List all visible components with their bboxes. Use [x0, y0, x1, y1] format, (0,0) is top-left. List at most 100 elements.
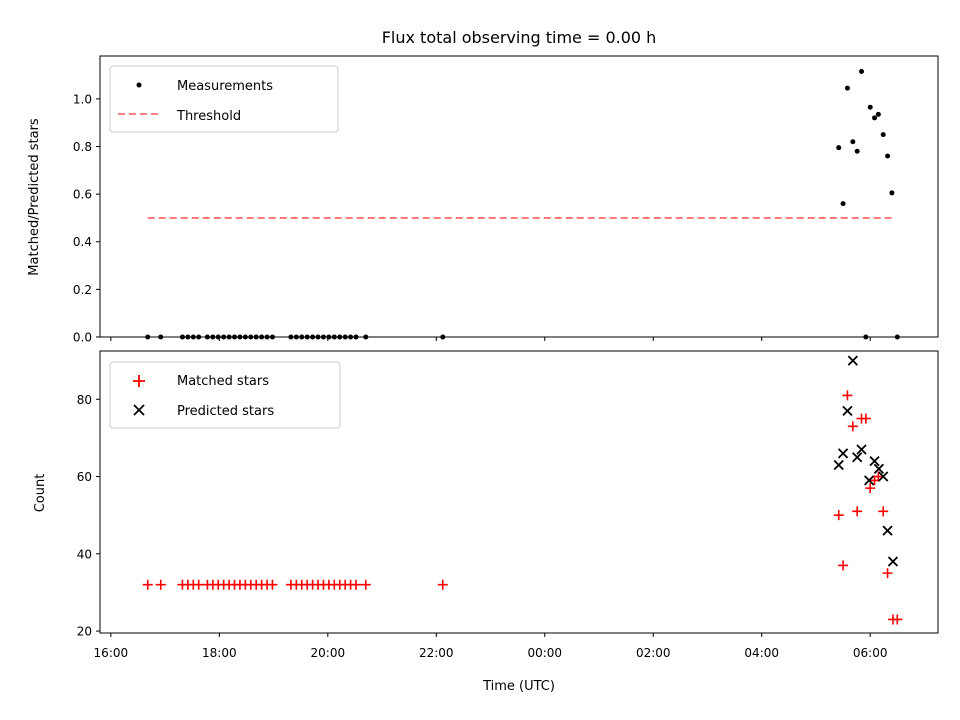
- measurement-point: [844, 85, 850, 91]
- measurement-point: [859, 68, 865, 74]
- matched-star-point: [838, 560, 849, 571]
- predicted-star-point: [856, 444, 867, 455]
- measurement-point: [326, 334, 332, 340]
- bottom-y-ticks: 20 40 60 80: [77, 393, 100, 639]
- legend-predicted-label: Predicted stars: [177, 404, 274, 419]
- chart-title: Flux total observing time = 0.00 h: [382, 28, 657, 47]
- predicted-star-point: [887, 556, 899, 567]
- top-axes-frame: [99, 55, 939, 338]
- matched-star-point: [351, 579, 362, 590]
- measurement-point: [320, 334, 326, 340]
- legend-measurements-label: Measurements: [177, 79, 273, 94]
- matched-star-point: [193, 579, 204, 590]
- measurement-point: [293, 334, 299, 340]
- measurement-point: [894, 334, 900, 340]
- matched-star-point: [155, 579, 166, 590]
- predicted-star-point: [882, 525, 893, 536]
- measurement-point: [299, 334, 305, 340]
- top-y-axis-label: Matched/Predicted stars: [27, 118, 42, 276]
- predicted-star-point: [852, 452, 863, 463]
- top-legend: Measurements Threshold: [109, 65, 339, 133]
- matched-star-point: [852, 506, 863, 517]
- predicted-star-point: [873, 463, 885, 474]
- measurement-point: [185, 334, 191, 340]
- measurement-point: [210, 334, 216, 340]
- matched-star-point: [267, 579, 278, 590]
- bottom-y-tick-label: 60: [77, 470, 92, 484]
- measurement-point: [310, 334, 316, 340]
- legend-matched-label: Matched stars: [177, 374, 269, 389]
- bottom-axes-frame: [99, 350, 939, 634]
- measurement-point: [204, 334, 210, 340]
- predicted-star-point: [869, 455, 880, 467]
- legend-measurements-marker: [136, 82, 142, 88]
- x-tick-label: 16:00: [94, 646, 129, 660]
- matched-star-point: [847, 421, 858, 432]
- matched-star-point: [878, 506, 889, 517]
- measurement-point: [237, 334, 243, 340]
- measurement-point: [863, 334, 869, 340]
- bottom-y-tick-label: 40: [77, 547, 92, 561]
- measurement-point: [259, 334, 265, 340]
- predicted-star-point: [863, 475, 875, 486]
- bottom-legend: Matched stars Predicted stars: [109, 361, 341, 429]
- matched-star-point: [142, 579, 153, 590]
- measurement-points: [145, 68, 900, 340]
- measurement-point: [880, 132, 886, 138]
- legend-predicted-marker: [133, 404, 145, 416]
- measurement-point: [242, 334, 248, 340]
- legend-matched-marker: [133, 375, 145, 387]
- predicted-star-point: [842, 405, 853, 417]
- predicted-star-points: [833, 355, 899, 567]
- measurement-point: [840, 201, 846, 207]
- measurement-point: [342, 334, 348, 340]
- top-y-tick-label: 0.8: [73, 140, 92, 154]
- top-axes: Matched/Predicted stars 0.0 0.2 0.4 0.6 0.8 1…: [27, 55, 939, 345]
- x-tick-label: 04:00: [744, 646, 779, 660]
- matched-star-point: [360, 579, 371, 590]
- top-y-ticks: 0.0 0.2 0.4 0.6 0.8 1.0: [73, 92, 100, 345]
- measurement-point: [232, 334, 238, 340]
- measurement-point: [440, 334, 446, 340]
- measurement-point: [304, 334, 310, 340]
- predicted-star-point: [833, 459, 844, 471]
- predicted-star-point: [847, 355, 858, 366]
- measurement-point: [190, 334, 196, 340]
- top-y-tick-label: 1.0: [73, 92, 92, 106]
- bottom-y-axis-label: Count: [33, 474, 48, 513]
- measurement-point: [215, 334, 221, 340]
- measurement-point: [889, 190, 895, 196]
- x-tick-label: 18:00: [202, 646, 237, 660]
- measurement-point: [248, 334, 254, 340]
- x-tick-label: 06:00: [853, 646, 888, 660]
- predicted-star-point: [837, 448, 849, 459]
- bottom-y-tick-label: 20: [77, 625, 92, 639]
- measurement-point: [145, 334, 151, 340]
- x-tick-label: 22:00: [419, 646, 454, 660]
- top-y-tick-label: 0.6: [73, 188, 92, 202]
- matched-star-point: [892, 614, 903, 625]
- top-legend-box: [109, 65, 339, 133]
- bottom-legend-box: [109, 361, 341, 429]
- bottom-y-tick-label: 80: [77, 393, 92, 407]
- top-y-tick-label: 0.2: [73, 283, 92, 297]
- matched-star-point: [833, 510, 844, 521]
- matched-star-point: [882, 568, 893, 579]
- matched-star-point: [873, 471, 884, 482]
- legend-threshold-label: Threshold: [176, 109, 241, 124]
- matched-star-points: [142, 390, 903, 625]
- matched-star-point: [860, 413, 871, 424]
- measurement-point: [196, 334, 202, 340]
- top-y-tick-label: 0.4: [73, 235, 92, 249]
- measurement-point: [179, 334, 185, 340]
- x-tick-label: 00:00: [527, 646, 562, 660]
- measurement-point: [315, 334, 321, 340]
- measurement-point: [269, 334, 275, 340]
- measurement-point: [288, 334, 294, 340]
- predicted-star-point: [878, 471, 889, 482]
- measurement-point: [264, 334, 270, 340]
- x-axis-label: Time (UTC): [482, 679, 555, 694]
- measurement-point: [221, 334, 227, 340]
- matched-star-point: [865, 483, 876, 494]
